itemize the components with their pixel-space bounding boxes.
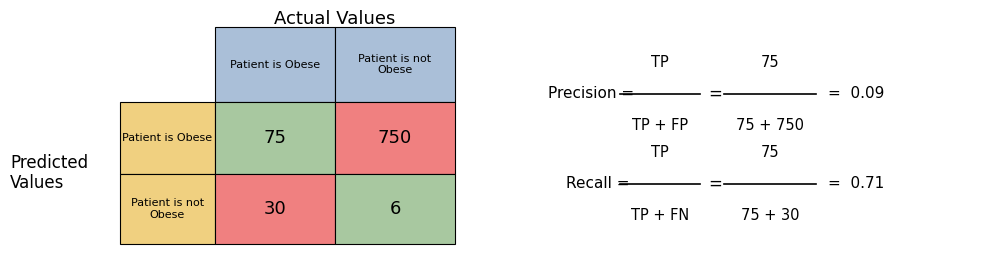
Text: TP + FP: TP + FP <box>632 118 688 133</box>
Text: Recall =: Recall = <box>566 177 630 192</box>
FancyBboxPatch shape <box>335 174 455 244</box>
FancyBboxPatch shape <box>335 102 455 174</box>
FancyBboxPatch shape <box>215 102 335 174</box>
FancyBboxPatch shape <box>335 27 455 102</box>
Text: =  0.09: = 0.09 <box>828 86 884 101</box>
Text: 75 + 750: 75 + 750 <box>736 118 804 133</box>
FancyBboxPatch shape <box>120 102 215 174</box>
Text: =  0.71: = 0.71 <box>828 177 884 192</box>
Text: =: = <box>708 175 722 193</box>
FancyBboxPatch shape <box>215 27 335 102</box>
Text: 30: 30 <box>264 200 287 218</box>
Text: Precision =: Precision = <box>548 86 634 101</box>
Text: TP: TP <box>651 145 669 160</box>
Text: Patient is not
Obese: Patient is not Obese <box>131 198 204 220</box>
Text: =: = <box>708 85 722 103</box>
Text: 75: 75 <box>263 129 287 147</box>
Text: Actual Values: Actual Values <box>274 10 396 28</box>
Text: Patient is Obese: Patient is Obese <box>123 133 213 143</box>
Text: Patient is not
Obese: Patient is not Obese <box>358 54 431 75</box>
Text: 75: 75 <box>761 145 779 160</box>
Text: Predicted
Values: Predicted Values <box>10 154 88 192</box>
FancyBboxPatch shape <box>120 174 215 244</box>
Text: TP: TP <box>651 55 669 70</box>
Text: Patient is Obese: Patient is Obese <box>229 59 320 69</box>
Text: 750: 750 <box>378 129 412 147</box>
Text: 75 + 30: 75 + 30 <box>741 208 799 223</box>
Text: 75: 75 <box>761 55 779 70</box>
Text: 6: 6 <box>390 200 401 218</box>
Text: TP + FN: TP + FN <box>631 208 689 223</box>
FancyBboxPatch shape <box>215 174 335 244</box>
